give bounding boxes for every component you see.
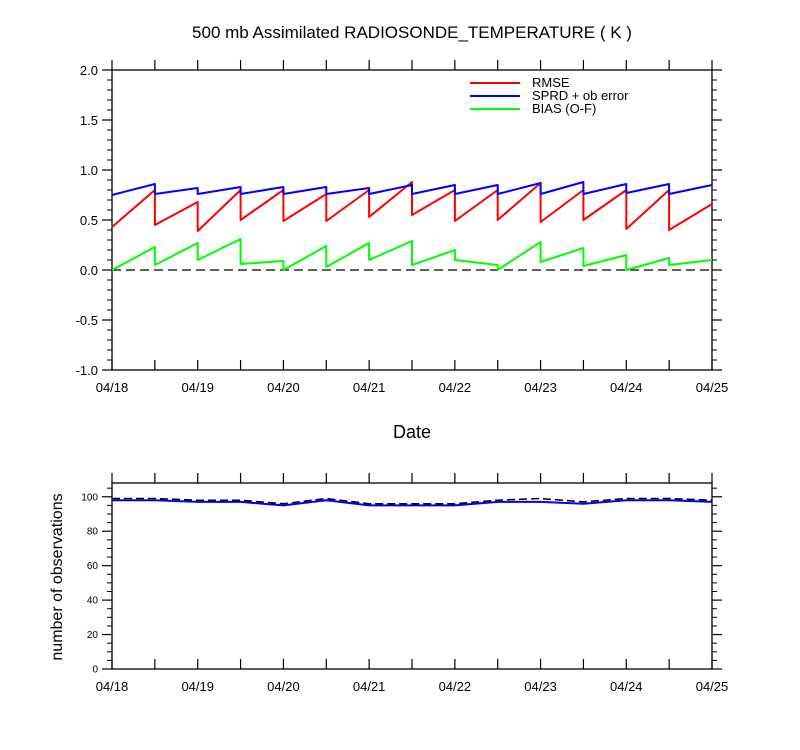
x-tick-label: 04/23 bbox=[524, 380, 557, 395]
y-tick-label: -0.5 bbox=[76, 313, 98, 328]
series-rmse bbox=[111, 181, 713, 232]
series-total bbox=[112, 497, 713, 505]
x-tick-label: 04/25 bbox=[696, 679, 729, 694]
x-tick-label: 04/18 bbox=[96, 380, 129, 395]
chart-title: 500 mb Assimilated RADIOSONDE_TEMPERATUR… bbox=[192, 23, 632, 42]
x-tick-label: 04/24 bbox=[610, 679, 643, 694]
plot-frame bbox=[111, 482, 713, 670]
y-tick-label: -1.0 bbox=[76, 363, 98, 378]
y-tick-label: 80 bbox=[87, 527, 99, 538]
series-bias-o-f bbox=[111, 238, 713, 271]
y-tick-label: 20 bbox=[87, 630, 99, 641]
x-tick-label: 04/18 bbox=[96, 679, 129, 694]
x-tick-label: 04/19 bbox=[181, 679, 214, 694]
top-plot: 04/18 04/19 04/20 04/21 04/22 04/23 04/24 04/25… bbox=[76, 60, 729, 395]
y-tick-label: 60 bbox=[87, 561, 99, 572]
x-tick-label: 04/22 bbox=[439, 380, 472, 395]
x-tick-label: 04/20 bbox=[267, 679, 300, 694]
x-tick-label: 04/22 bbox=[439, 679, 472, 694]
y-tick-label: 100 bbox=[81, 492, 98, 503]
series-sprd-ob-error bbox=[111, 181, 713, 196]
x-axis-title: Date bbox=[393, 422, 431, 442]
y-axis-title-observations: number of observations bbox=[49, 493, 66, 660]
x-tick-label: 04/20 bbox=[267, 380, 300, 395]
bottom-plot: 04/18 04/19 04/20 04/21 04/22 04/23 04/24 04/25… bbox=[81, 473, 728, 694]
legend-label: SPRD + ob error bbox=[532, 88, 629, 103]
legend-label: RMSE bbox=[532, 75, 570, 90]
x-tick-label: 04/19 bbox=[181, 380, 214, 395]
y-tick-label: 1.5 bbox=[80, 113, 98, 128]
y-tick-label: 2.0 bbox=[80, 63, 98, 78]
y-tick-label: 0.5 bbox=[80, 213, 98, 228]
y-tick-label: 0 bbox=[92, 665, 98, 676]
x-tick-label: 04/21 bbox=[353, 679, 386, 694]
x-tick-label: 04/21 bbox=[353, 380, 386, 395]
plot-frame bbox=[111, 69, 713, 371]
x-tick-label: 04/25 bbox=[696, 380, 729, 395]
y-tick-label: 1.0 bbox=[80, 163, 98, 178]
y-tick-label: 40 bbox=[87, 596, 99, 607]
series-assimilated bbox=[112, 499, 713, 507]
y-tick-label: 0.0 bbox=[80, 263, 98, 278]
x-tick-label: 04/23 bbox=[524, 679, 557, 694]
x-tick-label: 04/24 bbox=[610, 380, 643, 395]
legend-label: BIAS (O-F) bbox=[532, 101, 596, 116]
